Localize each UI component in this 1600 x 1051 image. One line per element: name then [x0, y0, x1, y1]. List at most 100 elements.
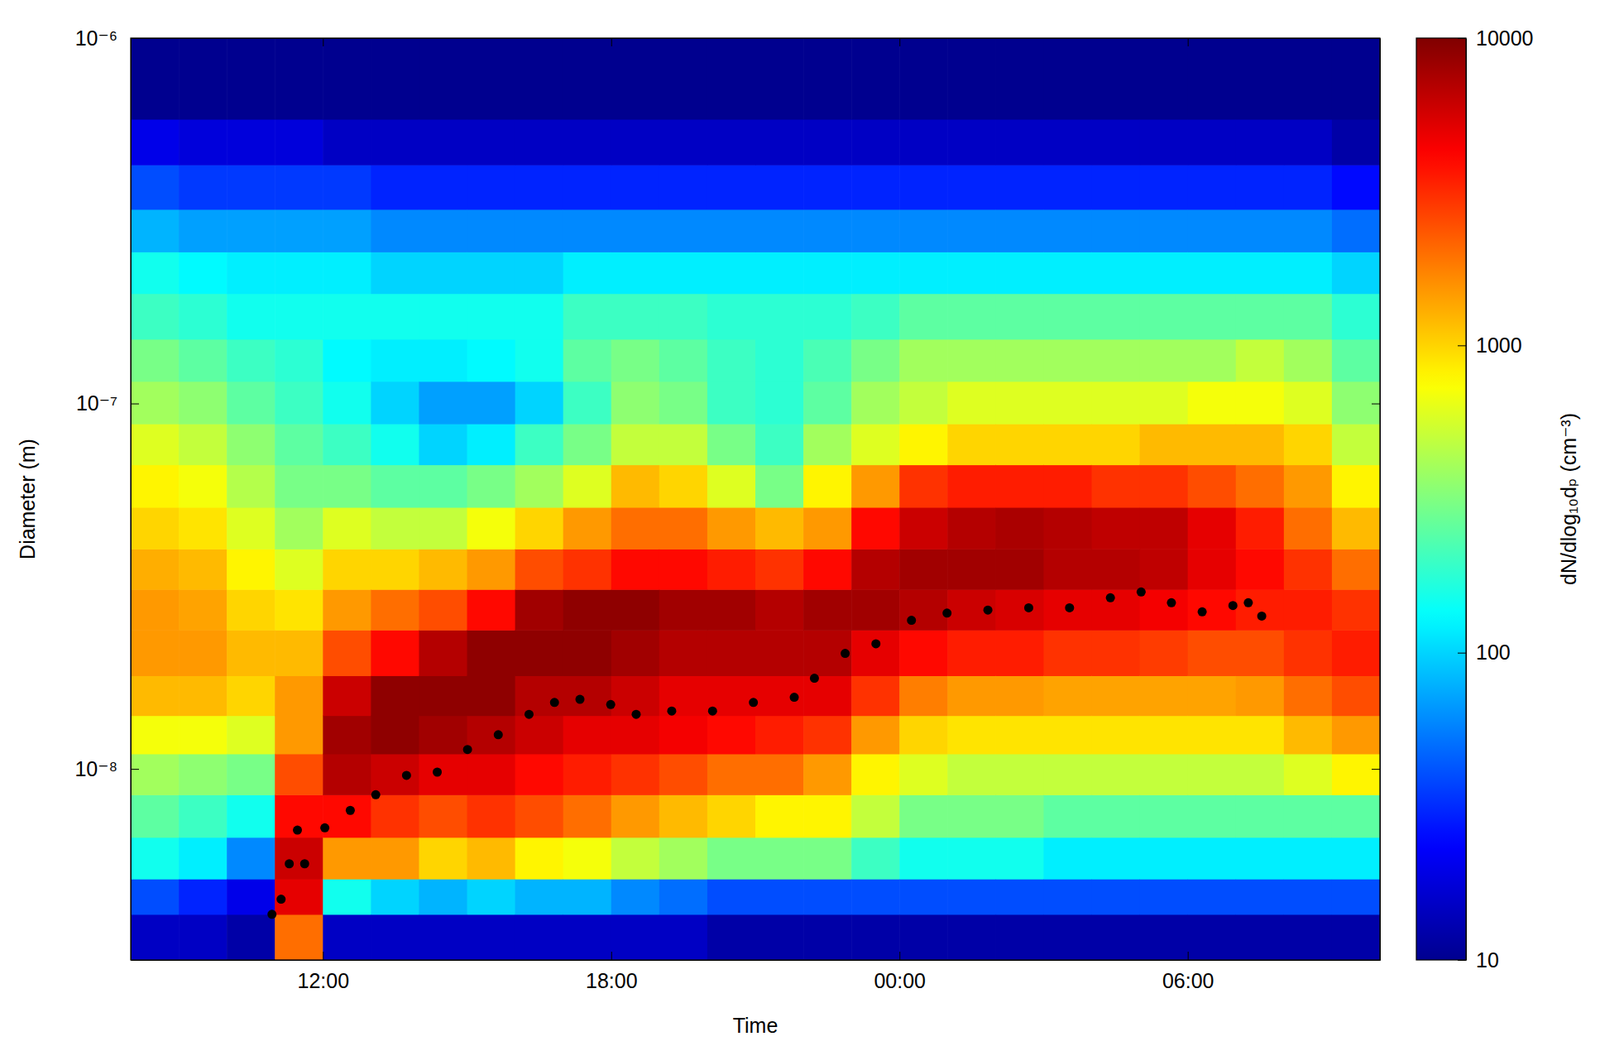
heatmap-cell	[418, 119, 468, 166]
heatmap-cell	[515, 164, 565, 210]
heatmap-cell	[899, 715, 949, 755]
heatmap-cell	[1092, 423, 1141, 465]
heatmap-cell	[803, 119, 853, 166]
heatmap-cell	[1140, 381, 1189, 425]
heatmap-cell	[226, 837, 276, 880]
heatmap-cell	[755, 753, 805, 796]
heatmap-cell	[515, 381, 565, 425]
heatmap-cell	[563, 629, 613, 676]
heatmap-cell	[1235, 837, 1285, 880]
heatmap-cell	[611, 837, 661, 880]
heatmap-cell	[947, 381, 997, 425]
heatmap-cell	[1235, 164, 1285, 210]
heatmap-cell	[803, 548, 853, 590]
heatmap-cell	[803, 507, 853, 550]
heatmap-cell	[755, 548, 805, 590]
heatmap-cell	[467, 251, 517, 294]
heatmap-cell	[803, 423, 853, 465]
mode-diameter-point	[1197, 607, 1208, 617]
heatmap-cell	[130, 507, 180, 550]
heatmap-cell	[947, 629, 997, 676]
heatmap-cell	[803, 837, 853, 880]
heatmap-cell	[707, 548, 757, 590]
heatmap-cell	[899, 38, 949, 120]
tick-mark	[1457, 38, 1466, 39]
heatmap-cell	[130, 164, 180, 210]
heatmap-cell	[707, 293, 757, 341]
mode-diameter-point	[575, 694, 585, 705]
heatmap-cell	[178, 164, 228, 210]
heatmap-cell	[370, 293, 420, 341]
heatmap-cell	[467, 878, 517, 915]
tick-mark	[1188, 951, 1189, 960]
heatmap-cell	[755, 878, 805, 915]
mode-diameter-point	[942, 608, 952, 618]
colorbar-axis: 10100100010000	[1457, 26, 1534, 972]
heatmap-cell	[563, 878, 613, 915]
y-axis-title: Diameter (m)	[15, 438, 39, 560]
heatmap-cell	[274, 548, 324, 590]
heatmap-cell	[995, 794, 1045, 838]
heatmap-cell	[899, 794, 949, 838]
heatmap-cell	[1140, 753, 1189, 796]
heatmap-cell	[563, 423, 613, 465]
heatmap-cell	[755, 339, 805, 383]
heatmap-cell	[370, 914, 420, 960]
heatmap-cell	[1043, 423, 1093, 465]
heatmap-cell	[515, 715, 565, 755]
heatmap-cell	[851, 119, 901, 166]
heatmap-cell	[1140, 629, 1189, 676]
heatmap-cell	[659, 209, 709, 253]
mode-diameter-point	[432, 766, 442, 777]
heatmap-cell	[851, 629, 901, 676]
heatmap-cell	[226, 589, 276, 631]
heatmap-cell	[178, 675, 228, 716]
heatmap-cell	[995, 878, 1045, 915]
heatmap-cell	[563, 119, 613, 166]
heatmap-cell	[515, 878, 565, 915]
heatmap-cell	[803, 715, 853, 755]
heatmap-cell	[418, 423, 468, 465]
heatmap-cell	[707, 507, 757, 550]
heatmap-cell	[851, 837, 901, 880]
chart: 12:0018:0000:0006:0010⁻⁸10⁻⁷10⁻⁶TimeDiam…	[0, 0, 1600, 1051]
tick-label: 10⁻⁸	[74, 756, 118, 781]
heatmap-cell	[707, 837, 757, 880]
heatmap-cell	[130, 293, 180, 341]
heatmap-cell	[707, 464, 757, 508]
heatmap-cell	[563, 381, 613, 425]
heatmap-cell	[322, 423, 372, 465]
heatmap-cell	[1043, 715, 1093, 755]
heatmap-cell	[659, 464, 709, 508]
heatmap-cell	[178, 293, 228, 341]
heatmap-cell	[611, 293, 661, 341]
heatmap-cell	[1235, 209, 1285, 253]
mode-diameter-point	[524, 709, 534, 719]
heatmap-cell	[370, 507, 420, 550]
heatmap-cell	[1043, 548, 1093, 590]
tick: 00:00	[873, 951, 926, 992]
heatmap-cell	[226, 914, 276, 960]
heatmap-cell	[1331, 164, 1380, 210]
heatmap-cell	[755, 381, 805, 425]
heatmap-cell	[659, 878, 709, 915]
heatmap-cell	[1092, 119, 1141, 166]
heatmap-cell	[563, 548, 613, 590]
mode-diameter-point	[840, 648, 850, 658]
heatmap-cell	[1235, 119, 1285, 166]
heatmap-cell	[707, 381, 757, 425]
heatmap-cell	[226, 164, 276, 210]
heatmap-cell	[563, 209, 613, 253]
mode-diameter-point	[1106, 593, 1116, 603]
heatmap-cell	[130, 119, 180, 166]
heatmap-cell	[1331, 381, 1380, 425]
heatmap-cell	[659, 675, 709, 716]
heatmap-cell	[947, 589, 997, 631]
mode-diameter-point	[748, 697, 758, 707]
heatmap-cell	[899, 675, 949, 716]
y-axis-right	[1371, 38, 1381, 961]
heatmap-cell	[418, 837, 468, 880]
heatmap-cell	[1331, 339, 1380, 383]
heatmap-cell	[1331, 878, 1380, 915]
tick-label: 10000	[1475, 26, 1534, 50]
